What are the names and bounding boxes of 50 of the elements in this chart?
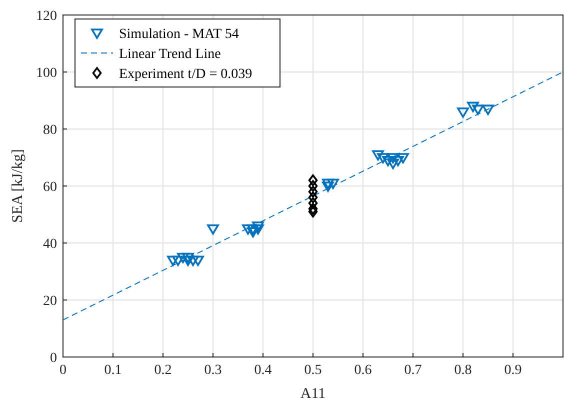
y-tick-label: 120 xyxy=(36,9,57,24)
y-tick-label: 80 xyxy=(43,123,57,138)
legend-label: Experiment t/D = 0.039 xyxy=(119,67,252,82)
y-tick-label: 100 xyxy=(36,66,57,81)
point xyxy=(167,256,179,266)
y-tick-label: 20 xyxy=(43,294,57,309)
y-tick-label: 0 xyxy=(50,351,57,366)
point xyxy=(392,156,404,166)
y-axis-title: SEA [kJ/kg] xyxy=(10,149,26,223)
x-tick-label: 0.4 xyxy=(254,363,272,378)
x-tick-label: 0.5 xyxy=(304,363,322,378)
point xyxy=(377,153,389,164)
point xyxy=(382,156,394,166)
x-tick-label: 0.3 xyxy=(204,363,222,378)
point xyxy=(372,150,384,161)
point xyxy=(322,182,334,192)
point xyxy=(467,102,479,112)
point xyxy=(457,108,469,118)
point xyxy=(387,158,399,170)
point xyxy=(482,104,494,115)
x-axis-title: A11 xyxy=(300,386,326,402)
point xyxy=(172,256,184,266)
y-tick-label: 40 xyxy=(43,237,57,252)
point xyxy=(192,256,204,266)
legend-label: Linear Trend Line xyxy=(119,47,221,62)
x-tick-label: 0.9 xyxy=(504,363,522,378)
point xyxy=(308,180,318,192)
x-tick-label: 0.2 xyxy=(154,363,172,378)
point xyxy=(207,224,219,235)
point xyxy=(322,178,334,190)
point xyxy=(247,227,259,238)
point xyxy=(308,206,318,218)
point xyxy=(252,222,264,232)
x-tick-label: 0 xyxy=(60,363,66,378)
point xyxy=(308,186,318,198)
x-tick-label: 0.1 xyxy=(104,363,122,378)
point xyxy=(308,192,318,204)
x-tick-label: 0.8 xyxy=(454,363,472,378)
y-tick-label: 60 xyxy=(43,180,57,195)
point xyxy=(308,202,318,215)
point xyxy=(308,174,318,186)
legend-label: Simulation - MAT 54 xyxy=(119,27,239,42)
point xyxy=(472,104,484,115)
point xyxy=(397,153,409,164)
point xyxy=(308,197,318,209)
x-tick-label: 0.7 xyxy=(404,363,422,378)
point xyxy=(327,178,339,190)
point xyxy=(242,224,254,235)
point xyxy=(182,252,194,264)
x-tick-label: 0.6 xyxy=(354,363,372,378)
